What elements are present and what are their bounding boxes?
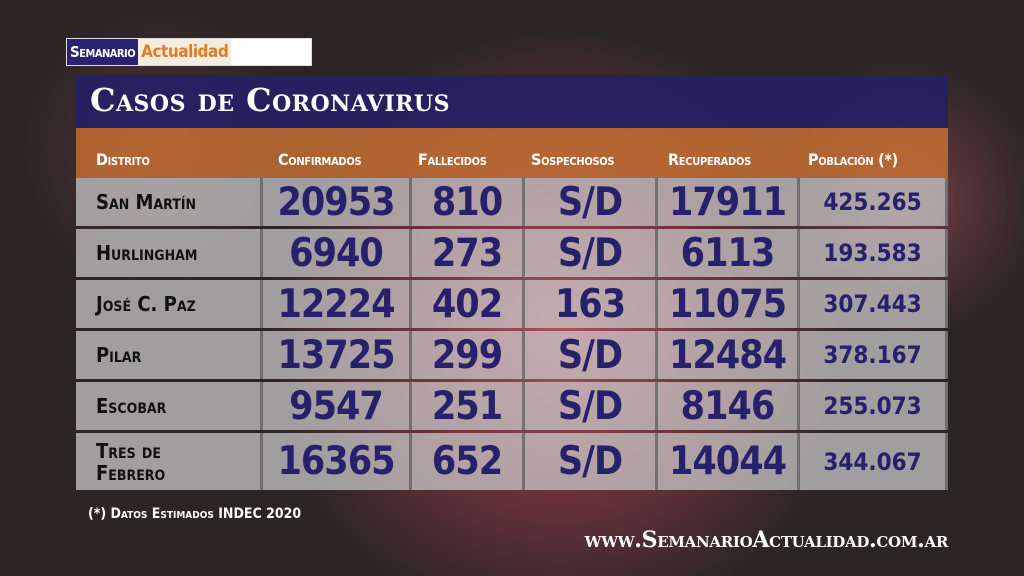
cell-sospechosos: 163 — [525, 280, 658, 328]
header-sospechosos: Sospechosos — [531, 150, 615, 169]
table-row: Escobar 9547 251 S/D 8146 255.073 — [76, 382, 948, 433]
cell-recuperados: 6113 — [658, 229, 800, 277]
cell-poblacion: 378.167 — [800, 331, 948, 379]
cell-fallecidos: 652 — [412, 433, 525, 490]
cell-recuperados: 14044 — [658, 433, 800, 490]
table-row: Hurlingham 6940 273 S/D 6113 193.583 — [76, 229, 948, 280]
cell-confirmados: 16365 — [263, 433, 412, 490]
cell-sospechosos: S/D — [525, 382, 658, 430]
cell-poblacion: 307.443 — [800, 280, 948, 328]
cell-fallecidos: 810 — [412, 178, 525, 226]
logo-part1: Semanario — [67, 39, 139, 65]
footnote: (*) Datos Estimados INDEC 2020 — [88, 506, 302, 522]
cell-recuperados: 17911 — [658, 178, 800, 226]
cell-distrito: Hurlingham — [76, 229, 263, 277]
header-recuperados: Recuperados — [668, 150, 751, 169]
page-title: Casos de Coronavirus — [90, 81, 450, 119]
header-poblacion: Población (*) — [808, 150, 898, 169]
table-row: San Martín 20953 810 S/D 17911 425.265 — [76, 178, 948, 229]
logo-part2: Actualidad — [138, 39, 232, 65]
table-row: Tres de Febrero 16365 652 S/D 14044 344.067 — [76, 433, 948, 493]
cell-distrito: Pilar — [76, 331, 263, 379]
cell-distrito: Escobar — [76, 382, 263, 430]
website-url: www.SemanarioActualidad.com.ar — [584, 527, 949, 553]
title-banner: Casos de Coronavirus — [76, 75, 948, 128]
logo: Semanario Actualidad — [66, 38, 312, 66]
cell-confirmados: 6940 — [263, 229, 412, 277]
cell-fallecidos: 299 — [412, 331, 525, 379]
cell-sospechosos: S/D — [525, 229, 658, 277]
cell-fallecidos: 273 — [412, 229, 525, 277]
cell-distrito: San Martín — [76, 178, 263, 226]
cell-confirmados: 13725 — [263, 331, 412, 379]
cell-poblacion: 344.067 — [800, 433, 948, 490]
cell-recuperados: 11075 — [658, 280, 800, 328]
cell-confirmados: 9547 — [263, 382, 412, 430]
table-row: Pilar 13725 299 S/D 12484 378.167 — [76, 331, 948, 382]
cell-fallecidos: 402 — [412, 280, 525, 328]
cell-sospechosos: S/D — [525, 331, 658, 379]
cell-sospechosos: S/D — [525, 433, 658, 490]
cell-poblacion: 255.073 — [800, 382, 948, 430]
cell-poblacion: 193.583 — [800, 229, 948, 277]
cell-distrito: Tres de Febrero — [76, 433, 263, 490]
cell-recuperados: 12484 — [658, 331, 800, 379]
cell-poblacion: 425.265 — [800, 178, 948, 226]
cell-recuperados: 8146 — [658, 382, 800, 430]
table-header: Distrito Confirmados Fallecidos Sospecho… — [76, 128, 948, 178]
header-fallecidos: Fallecidos — [418, 150, 487, 169]
cell-distrito: José C. Paz — [76, 280, 263, 328]
header-confirmados: Confirmados — [278, 150, 362, 169]
header-distrito: Distrito — [96, 150, 150, 169]
cell-confirmados: 20953 — [263, 178, 412, 226]
cell-confirmados: 12224 — [263, 280, 412, 328]
cell-fallecidos: 251 — [412, 382, 525, 430]
cell-sospechosos: S/D — [525, 178, 658, 226]
table-row: José C. Paz 12224 402 163 11075 307.443 — [76, 280, 948, 331]
